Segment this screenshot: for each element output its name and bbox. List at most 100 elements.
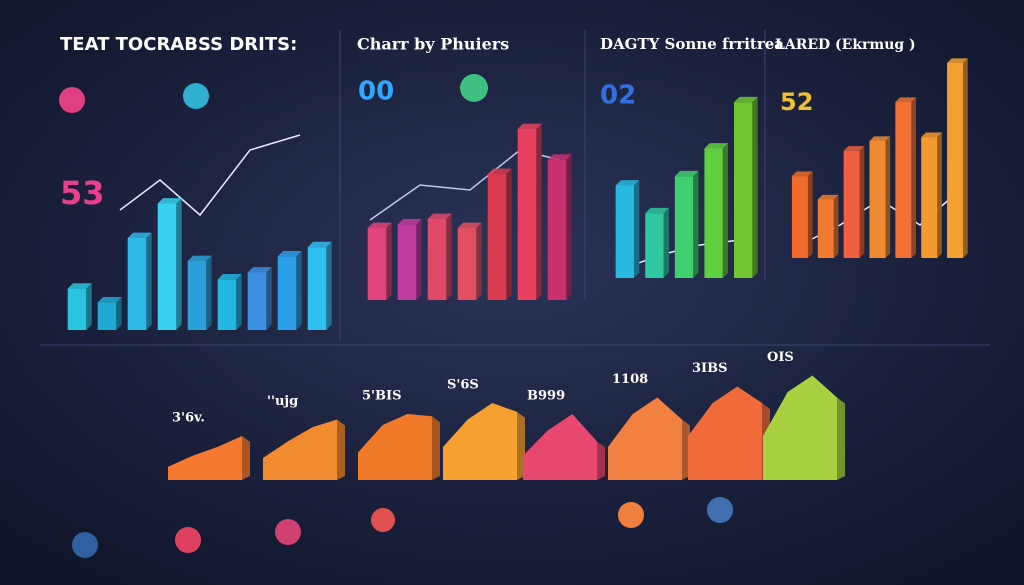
bar-top (157, 198, 182, 204)
bar-top (817, 194, 839, 200)
bar-top (247, 267, 272, 273)
area (358, 414, 432, 480)
bar-side (206, 255, 212, 330)
bar-side (663, 207, 669, 278)
bar-top (921, 132, 942, 138)
bar (895, 102, 912, 258)
bar-top (734, 96, 758, 103)
area (608, 397, 682, 480)
bar (67, 288, 87, 330)
bar-top (517, 123, 542, 129)
area (523, 414, 597, 480)
bar-top (187, 255, 212, 261)
bar-side (752, 96, 758, 278)
area-label: B999 (527, 389, 565, 404)
bar-top (895, 97, 917, 102)
bar-side (722, 143, 729, 278)
bar-side (536, 123, 542, 300)
area-label: 3IBS (692, 361, 728, 376)
panel-title: LARED (Ekrmug ) (775, 37, 916, 53)
deco-line (119, 134, 301, 217)
bar (734, 102, 753, 278)
bar (547, 159, 567, 300)
avatars (59, 74, 733, 558)
bar (921, 137, 938, 258)
bar-side (833, 194, 839, 258)
area-side (242, 436, 250, 480)
area-side (837, 397, 845, 480)
bar-top (127, 232, 152, 238)
bar-side (116, 297, 122, 330)
bar (843, 150, 860, 258)
bar-top (547, 154, 572, 160)
bar-side (506, 168, 512, 300)
bar (517, 129, 537, 300)
bar-side (633, 180, 640, 278)
bar (615, 185, 634, 278)
bar-top (307, 241, 332, 248)
panel-title: DAGTY Sonne frritrea (600, 35, 784, 53)
area (263, 419, 337, 480)
bar (157, 203, 177, 330)
bar-top (843, 146, 865, 151)
area (443, 403, 517, 480)
panel-frames (40, 30, 990, 346)
area-label: 1108 (612, 372, 648, 387)
bar (791, 176, 808, 258)
bar-top (615, 180, 640, 186)
bar-side (416, 219, 422, 300)
area-side (597, 441, 605, 480)
big-number: 00 (358, 77, 394, 107)
bar (869, 141, 886, 258)
bar-top (487, 168, 512, 174)
bar (645, 213, 664, 278)
bar-side (296, 251, 302, 330)
bar-top (427, 213, 452, 219)
bar-top (704, 143, 729, 149)
bar (247, 272, 267, 330)
bar-side (911, 97, 917, 259)
bar-top (645, 207, 669, 214)
bar-side (885, 136, 891, 258)
bar-side (176, 198, 182, 330)
bar-top (67, 283, 92, 289)
bar-side (266, 267, 272, 330)
area-side (432, 416, 440, 480)
panel-title: TEAT TOCRABSS DRITS: (60, 34, 297, 55)
bar (367, 228, 387, 300)
bar (127, 238, 147, 330)
bar (397, 224, 417, 300)
bar-side (386, 222, 392, 300)
bar-top (97, 297, 122, 303)
bar (674, 176, 694, 278)
area-label: 3'6v. (172, 411, 205, 426)
bar-side (476, 222, 482, 300)
bar-top (277, 251, 302, 257)
bar (704, 148, 723, 278)
big-number: 53 (60, 174, 105, 212)
bar (307, 247, 327, 330)
bar-top (674, 170, 699, 177)
bar-side (859, 146, 865, 258)
big-number: 02 (600, 81, 636, 111)
area-side (337, 419, 345, 480)
area (168, 436, 242, 480)
panel-title: Charr by Phuiers (357, 35, 509, 54)
bar-side (566, 154, 572, 300)
big-number: 52 (780, 88, 813, 116)
area-label: OIS (767, 350, 794, 365)
bar-top (397, 219, 422, 225)
bar-side (86, 283, 92, 330)
area (763, 375, 837, 480)
bar-top (869, 136, 891, 141)
bar (817, 199, 834, 258)
area-label: S'6S (447, 378, 479, 393)
bar (487, 174, 507, 300)
bar-side (937, 132, 942, 258)
bar-side (446, 213, 452, 300)
bar (97, 302, 117, 330)
area-label: ''ujg (267, 394, 298, 409)
